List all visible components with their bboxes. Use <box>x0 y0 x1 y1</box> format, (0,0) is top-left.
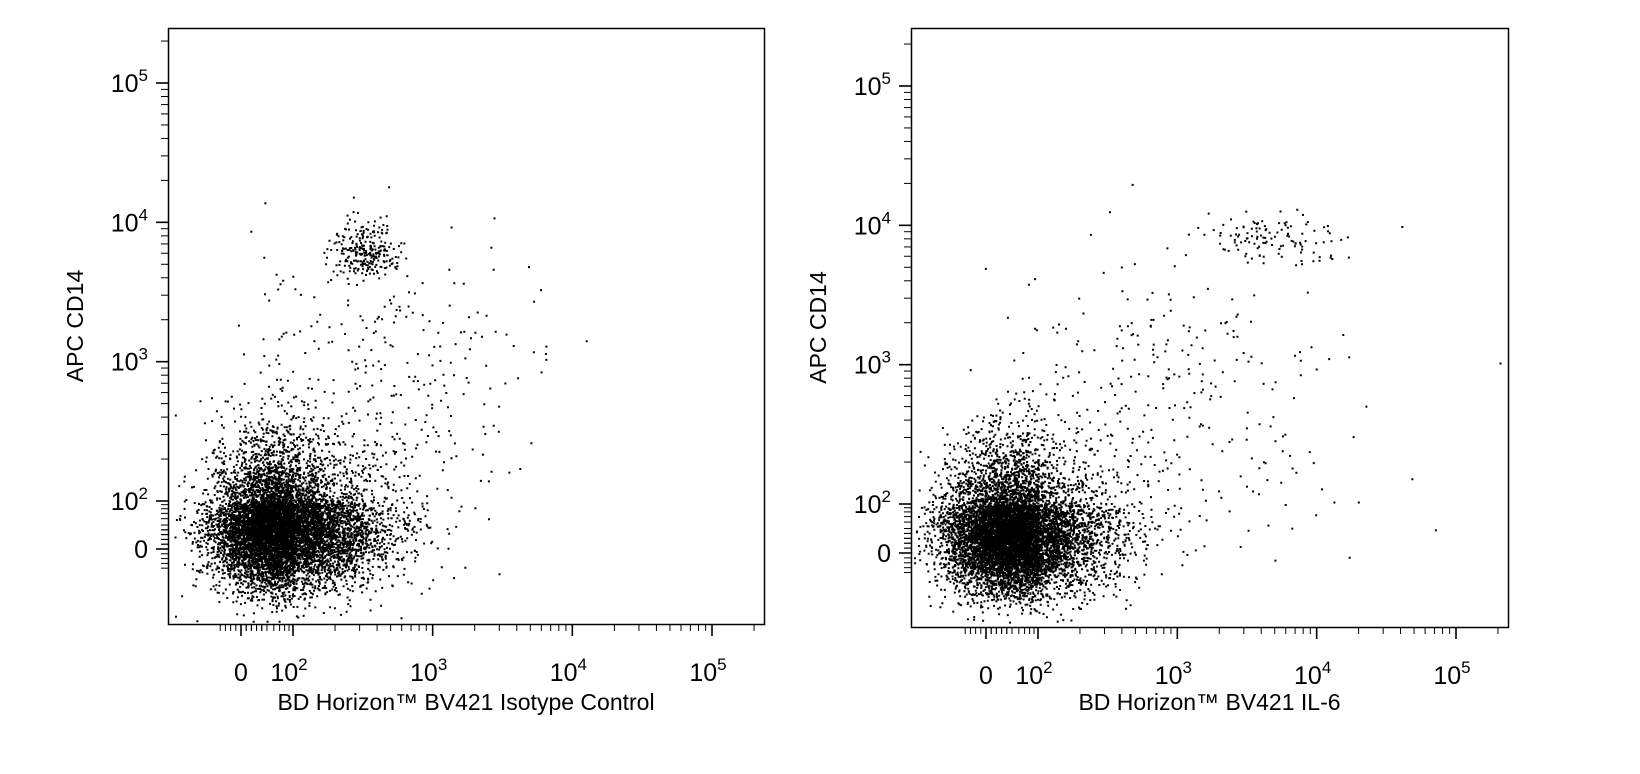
population-0-events <box>174 353 477 623</box>
population-2 <box>977 183 1502 562</box>
y-tick-label: 104 <box>111 205 148 237</box>
y-tick-label: 0 <box>134 536 148 564</box>
event-dots <box>174 186 588 623</box>
population-1 <box>1187 208 1404 266</box>
population-1-events <box>1187 208 1404 266</box>
y-tick-label: 102 <box>111 484 148 516</box>
x-tick-label: 0 <box>234 659 248 687</box>
y-axis-label: APC CD14 <box>62 270 88 383</box>
axis-ticks <box>156 40 755 636</box>
axis-ticks <box>899 43 1499 639</box>
y-tick-label: 105 <box>111 66 148 98</box>
y-tick-label: 103 <box>854 348 891 380</box>
y-axis-label: APC CD14 <box>805 271 831 384</box>
y-tick-label: 102 <box>854 487 891 519</box>
population-1 <box>325 211 408 286</box>
y-tick-label: 0 <box>877 540 891 568</box>
x-tick-label: 104 <box>550 655 587 687</box>
panel-isotype-control: 0 102 103 104 105 0 102 103 104 105 BD Horizon™ BV… <box>62 27 766 715</box>
x-tick-label: 103 <box>410 655 447 687</box>
x-tick-label: 105 <box>1433 658 1470 690</box>
y-tick-label: 103 <box>111 345 148 377</box>
x-tick-label: 105 <box>689 655 726 687</box>
population-0-events <box>914 369 1201 624</box>
population-0 <box>914 369 1201 624</box>
plot-frame <box>910 27 1510 629</box>
x-tick-label: 102 <box>1015 658 1052 690</box>
plot-frame <box>167 27 766 626</box>
x-tick-label: 104 <box>1294 658 1331 690</box>
x-tick-label: 102 <box>270 655 307 687</box>
panel-il6: 0 102 103 104 105 0 102 103 104 105 BD Horizon™ BV… <box>805 27 1510 715</box>
x-axis-label: BD Horizon™ BV421 Isotype Control <box>277 689 654 715</box>
population-2-events <box>977 183 1502 562</box>
x-axis-label: BD Horizon™ BV421 IL-6 <box>1078 689 1340 715</box>
x-tick-label: 103 <box>1155 658 1192 690</box>
x-tick-label: 0 <box>979 662 993 690</box>
y-tick-label: 104 <box>854 208 891 240</box>
y-tick-label: 105 <box>854 69 891 101</box>
event-dots <box>914 183 1502 624</box>
population-0 <box>174 353 477 623</box>
population-1-events <box>325 211 408 286</box>
